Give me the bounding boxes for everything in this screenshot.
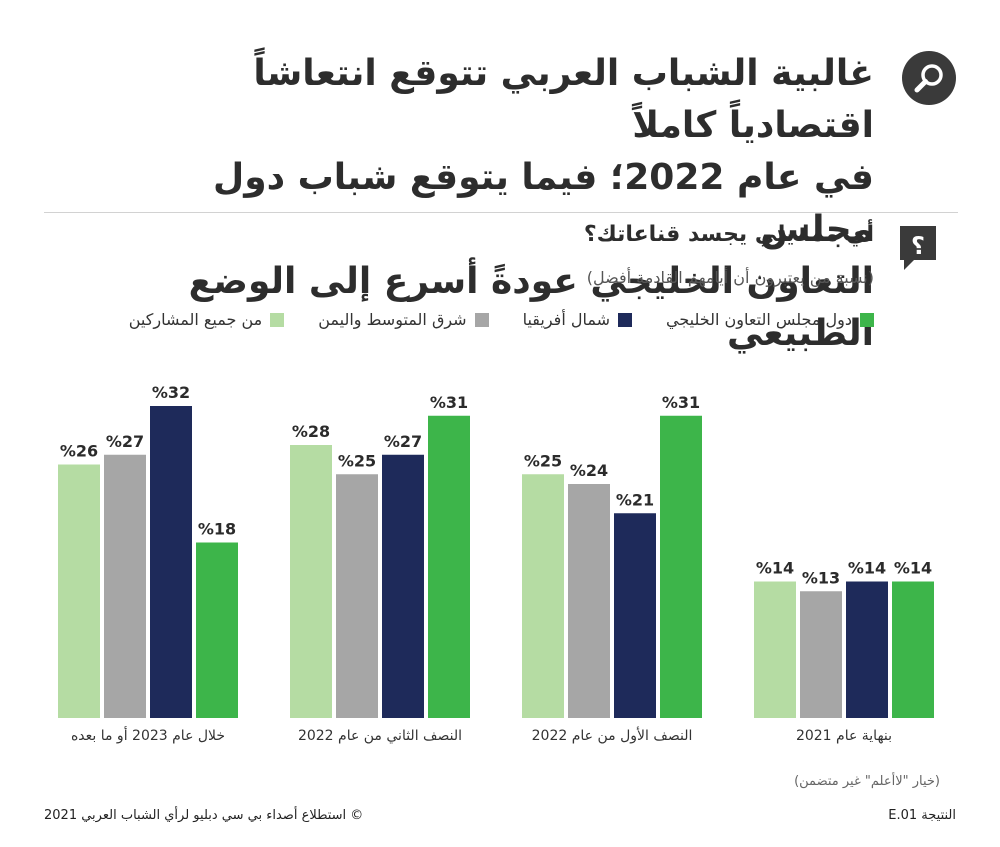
bar-3-1: [150, 406, 192, 718]
bar-value-label: %32: [152, 383, 190, 402]
legend-item-all: من جميع المشاركين: [128, 310, 285, 329]
bar-value-label: %21: [616, 490, 654, 509]
source-note: © استطلاع أصداء بي سي دبليو لرأي الشباب …: [44, 808, 364, 823]
bar-value-label: %31: [430, 393, 468, 412]
footnote: (خيار "لاأعلم" غير متضمن): [794, 774, 940, 789]
bar-value-label: %27: [384, 432, 422, 451]
search-icon: [902, 51, 956, 105]
bar-3-2: [104, 454, 146, 718]
bar-1-2: [568, 484, 610, 718]
bar-value-label: %13: [802, 568, 840, 587]
bar-1-1: [614, 513, 656, 718]
bar-value-label: %25: [338, 451, 376, 470]
legend-swatch-north-africa: [618, 312, 633, 327]
bar-value-label: %27: [106, 432, 144, 451]
legend-item-gcc: دول مجلس التعاون الخليجي: [666, 310, 874, 329]
bar-chart: %14 %13 %14 %14 بنهاية عام 2021 %25 %24 %21 %31 ا…: [58, 383, 934, 744]
bar-0-3: [754, 581, 796, 718]
bar-value-label: %18: [198, 520, 236, 539]
category-label: النصف الأول من عام 2022: [532, 726, 693, 744]
bar-0-2: [800, 591, 842, 718]
bar-value-label: %28: [292, 422, 330, 441]
header-divider: [44, 212, 958, 213]
bar-2-3: [290, 445, 332, 718]
bar-value-label: %14: [894, 559, 932, 578]
legend-item-levant-yemen: شرق المتوسط واليمن: [318, 310, 489, 329]
category-label: النصف الثاني من عام 2022: [298, 728, 462, 744]
bar-value-label: %14: [848, 559, 886, 578]
bar-value-label: %26: [60, 442, 98, 461]
legend-label-all: من جميع المشاركين: [128, 310, 263, 329]
headline-line-1: غالبية الشباب العربي تتوقع انتعاشاً اقتص…: [253, 53, 874, 146]
bar-value-label: %25: [524, 451, 562, 470]
question-icon: ؟: [898, 224, 938, 272]
bar-1-0: [660, 415, 702, 718]
chart-subtitle: (نسبة من يعتبرون أن أيامهم القادمة أفضل): [586, 268, 874, 287]
bar-3-3: [58, 464, 100, 718]
legend-swatch-gcc: [860, 312, 874, 327]
headline: غالبية الشباب العربي تتوقع انتعاشاً اقتص…: [114, 48, 874, 360]
legend-label-north-africa: شمال أفريقيا: [522, 310, 611, 329]
headline-line-3: التعاون الخليجي عودةً أسرع إلى الوضع الط…: [188, 261, 874, 354]
bar-value-label: %31: [662, 393, 700, 412]
category-label: خلال عام 2023 أو ما بعده: [71, 726, 225, 744]
bar-2-0: [428, 415, 470, 718]
chart-legend: دول مجلس التعاون الخليجي شمال أفريقيا شر…: [54, 310, 874, 329]
legend-item-north-africa: شمال أفريقيا: [522, 310, 633, 329]
bar-3-0: [196, 542, 238, 718]
legend-swatch-all: [270, 312, 285, 327]
legend-label-gcc: دول مجلس التعاون الخليجي: [666, 310, 852, 329]
legend-label-levant-yemen: شرق المتوسط واليمن: [318, 310, 467, 329]
headline-line-2: في عام 2022؛ فيما يتوقع شباب دول مجلس: [212, 157, 874, 250]
bar-0-0: [892, 581, 934, 718]
bar-0-1: [846, 581, 888, 718]
bar-value-label: %14: [756, 559, 794, 578]
bar-1-3: [522, 474, 564, 718]
bar-value-label: %24: [570, 461, 608, 480]
category-label: بنهاية عام 2021: [796, 728, 892, 744]
bar-2-1: [382, 454, 424, 718]
finding-code: النتيجة E.01: [888, 808, 956, 823]
legend-swatch-levant-yemen: [474, 312, 489, 327]
svg-text:؟: ؟: [911, 232, 925, 260]
survey-question: أي مما يلي يجسد قناعاتك؟: [583, 222, 874, 247]
bar-2-2: [336, 474, 378, 718]
